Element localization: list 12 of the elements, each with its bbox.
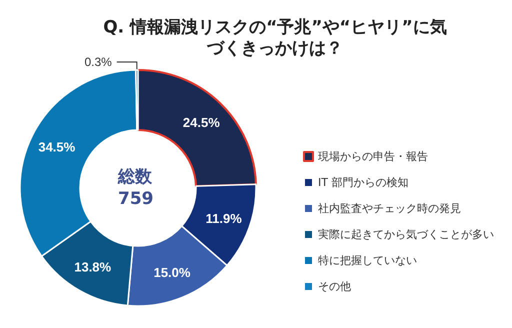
data-label: 24.5% (182, 115, 220, 130)
data-label: 13.8% (74, 259, 112, 274)
legend-label: 現場からの申告・報告 (318, 150, 428, 163)
legend-label: IT 部門からの検知 (318, 176, 408, 189)
data-label: 11.9% (206, 211, 242, 226)
legend-label: その他 (318, 280, 351, 293)
data-label: 34.5% (38, 139, 76, 154)
legend-label: 社内監査やチェック時の発見 (318, 202, 461, 215)
data-label: 15.0% (154, 264, 191, 280)
legend-label: 特に把握していない (318, 254, 417, 267)
text: 総数 759 (117, 167, 154, 209)
legend-label: 実際に起きてから気づくことが多い (318, 228, 494, 241)
